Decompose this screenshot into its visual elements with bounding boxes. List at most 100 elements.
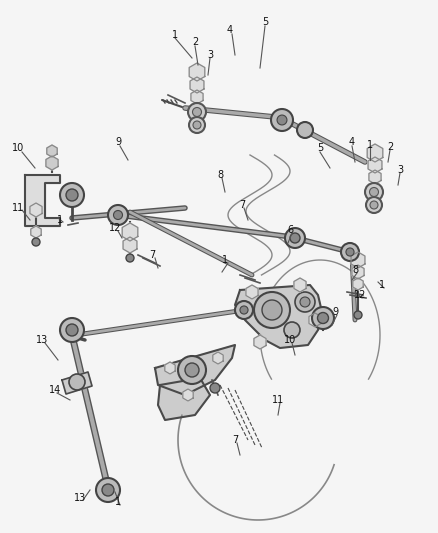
- Text: 14: 14: [49, 385, 61, 395]
- Polygon shape: [352, 265, 364, 279]
- Text: 6: 6: [287, 225, 293, 235]
- Circle shape: [318, 312, 328, 324]
- Polygon shape: [367, 144, 383, 162]
- Text: 5: 5: [317, 143, 323, 153]
- Circle shape: [290, 233, 300, 243]
- Text: 12: 12: [354, 290, 366, 300]
- Polygon shape: [189, 63, 205, 81]
- Circle shape: [262, 300, 282, 320]
- Circle shape: [126, 254, 134, 262]
- Circle shape: [60, 183, 84, 207]
- Polygon shape: [122, 223, 138, 241]
- Text: 7: 7: [232, 435, 238, 445]
- Text: 7: 7: [239, 200, 245, 210]
- Circle shape: [67, 190, 78, 200]
- Circle shape: [297, 122, 313, 138]
- Polygon shape: [294, 278, 306, 292]
- Circle shape: [66, 324, 78, 336]
- Circle shape: [32, 238, 40, 246]
- Text: 13: 13: [74, 493, 86, 503]
- Polygon shape: [123, 237, 137, 253]
- Circle shape: [365, 183, 383, 201]
- Circle shape: [189, 117, 205, 133]
- Polygon shape: [351, 252, 365, 268]
- Polygon shape: [47, 145, 57, 157]
- Text: 2: 2: [387, 142, 393, 152]
- Circle shape: [341, 243, 359, 261]
- Circle shape: [370, 201, 378, 209]
- Circle shape: [290, 233, 300, 243]
- Circle shape: [60, 318, 84, 342]
- Polygon shape: [254, 335, 266, 349]
- Polygon shape: [190, 77, 204, 93]
- Text: 3: 3: [207, 50, 213, 60]
- Polygon shape: [25, 175, 60, 226]
- Text: 1: 1: [379, 280, 385, 290]
- Polygon shape: [191, 90, 203, 104]
- Text: 4: 4: [349, 137, 355, 147]
- Circle shape: [312, 307, 334, 329]
- Polygon shape: [235, 285, 322, 348]
- Circle shape: [67, 325, 78, 335]
- Circle shape: [102, 484, 114, 496]
- Polygon shape: [158, 378, 210, 420]
- Circle shape: [66, 189, 78, 201]
- Polygon shape: [309, 313, 321, 327]
- Circle shape: [284, 322, 300, 338]
- Circle shape: [277, 115, 287, 125]
- Circle shape: [300, 297, 310, 307]
- Circle shape: [285, 228, 305, 248]
- Polygon shape: [369, 170, 381, 184]
- Circle shape: [113, 211, 123, 220]
- Polygon shape: [46, 156, 58, 170]
- Text: 5: 5: [262, 17, 268, 27]
- Text: 9: 9: [332, 307, 338, 317]
- Polygon shape: [62, 372, 92, 394]
- Text: 2: 2: [192, 37, 198, 47]
- Polygon shape: [353, 278, 363, 290]
- Polygon shape: [31, 226, 41, 238]
- Text: 3: 3: [397, 165, 403, 175]
- Circle shape: [96, 478, 120, 502]
- Polygon shape: [165, 362, 175, 374]
- Text: 10: 10: [284, 335, 296, 345]
- Text: 8: 8: [352, 265, 358, 275]
- Circle shape: [295, 292, 315, 312]
- Polygon shape: [368, 157, 382, 173]
- Text: 11: 11: [12, 203, 24, 213]
- Polygon shape: [246, 285, 258, 299]
- Circle shape: [366, 197, 382, 213]
- Circle shape: [192, 108, 201, 117]
- Text: 13: 13: [36, 335, 48, 345]
- Circle shape: [318, 313, 328, 323]
- Text: 1: 1: [367, 140, 373, 150]
- Polygon shape: [213, 352, 223, 364]
- Circle shape: [240, 306, 248, 314]
- Circle shape: [210, 383, 220, 393]
- Text: 1: 1: [57, 215, 63, 225]
- Circle shape: [188, 103, 206, 121]
- Polygon shape: [30, 203, 42, 217]
- Text: 7: 7: [149, 250, 155, 260]
- Text: 4: 4: [227, 25, 233, 35]
- Circle shape: [185, 363, 199, 377]
- Circle shape: [69, 374, 85, 390]
- Circle shape: [108, 205, 128, 225]
- Text: 9: 9: [115, 137, 121, 147]
- Circle shape: [354, 311, 362, 319]
- Text: 8: 8: [217, 170, 223, 180]
- Circle shape: [178, 356, 206, 384]
- Circle shape: [370, 188, 378, 197]
- Text: 11: 11: [272, 395, 284, 405]
- Circle shape: [235, 301, 253, 319]
- Text: 10: 10: [12, 143, 24, 153]
- Text: 1: 1: [172, 30, 178, 40]
- Circle shape: [193, 121, 201, 129]
- Circle shape: [271, 109, 293, 131]
- Polygon shape: [183, 389, 193, 401]
- Text: 1: 1: [222, 255, 228, 265]
- Polygon shape: [155, 345, 235, 395]
- Text: 1: 1: [115, 497, 121, 507]
- Circle shape: [254, 292, 290, 328]
- Text: 12: 12: [109, 223, 121, 233]
